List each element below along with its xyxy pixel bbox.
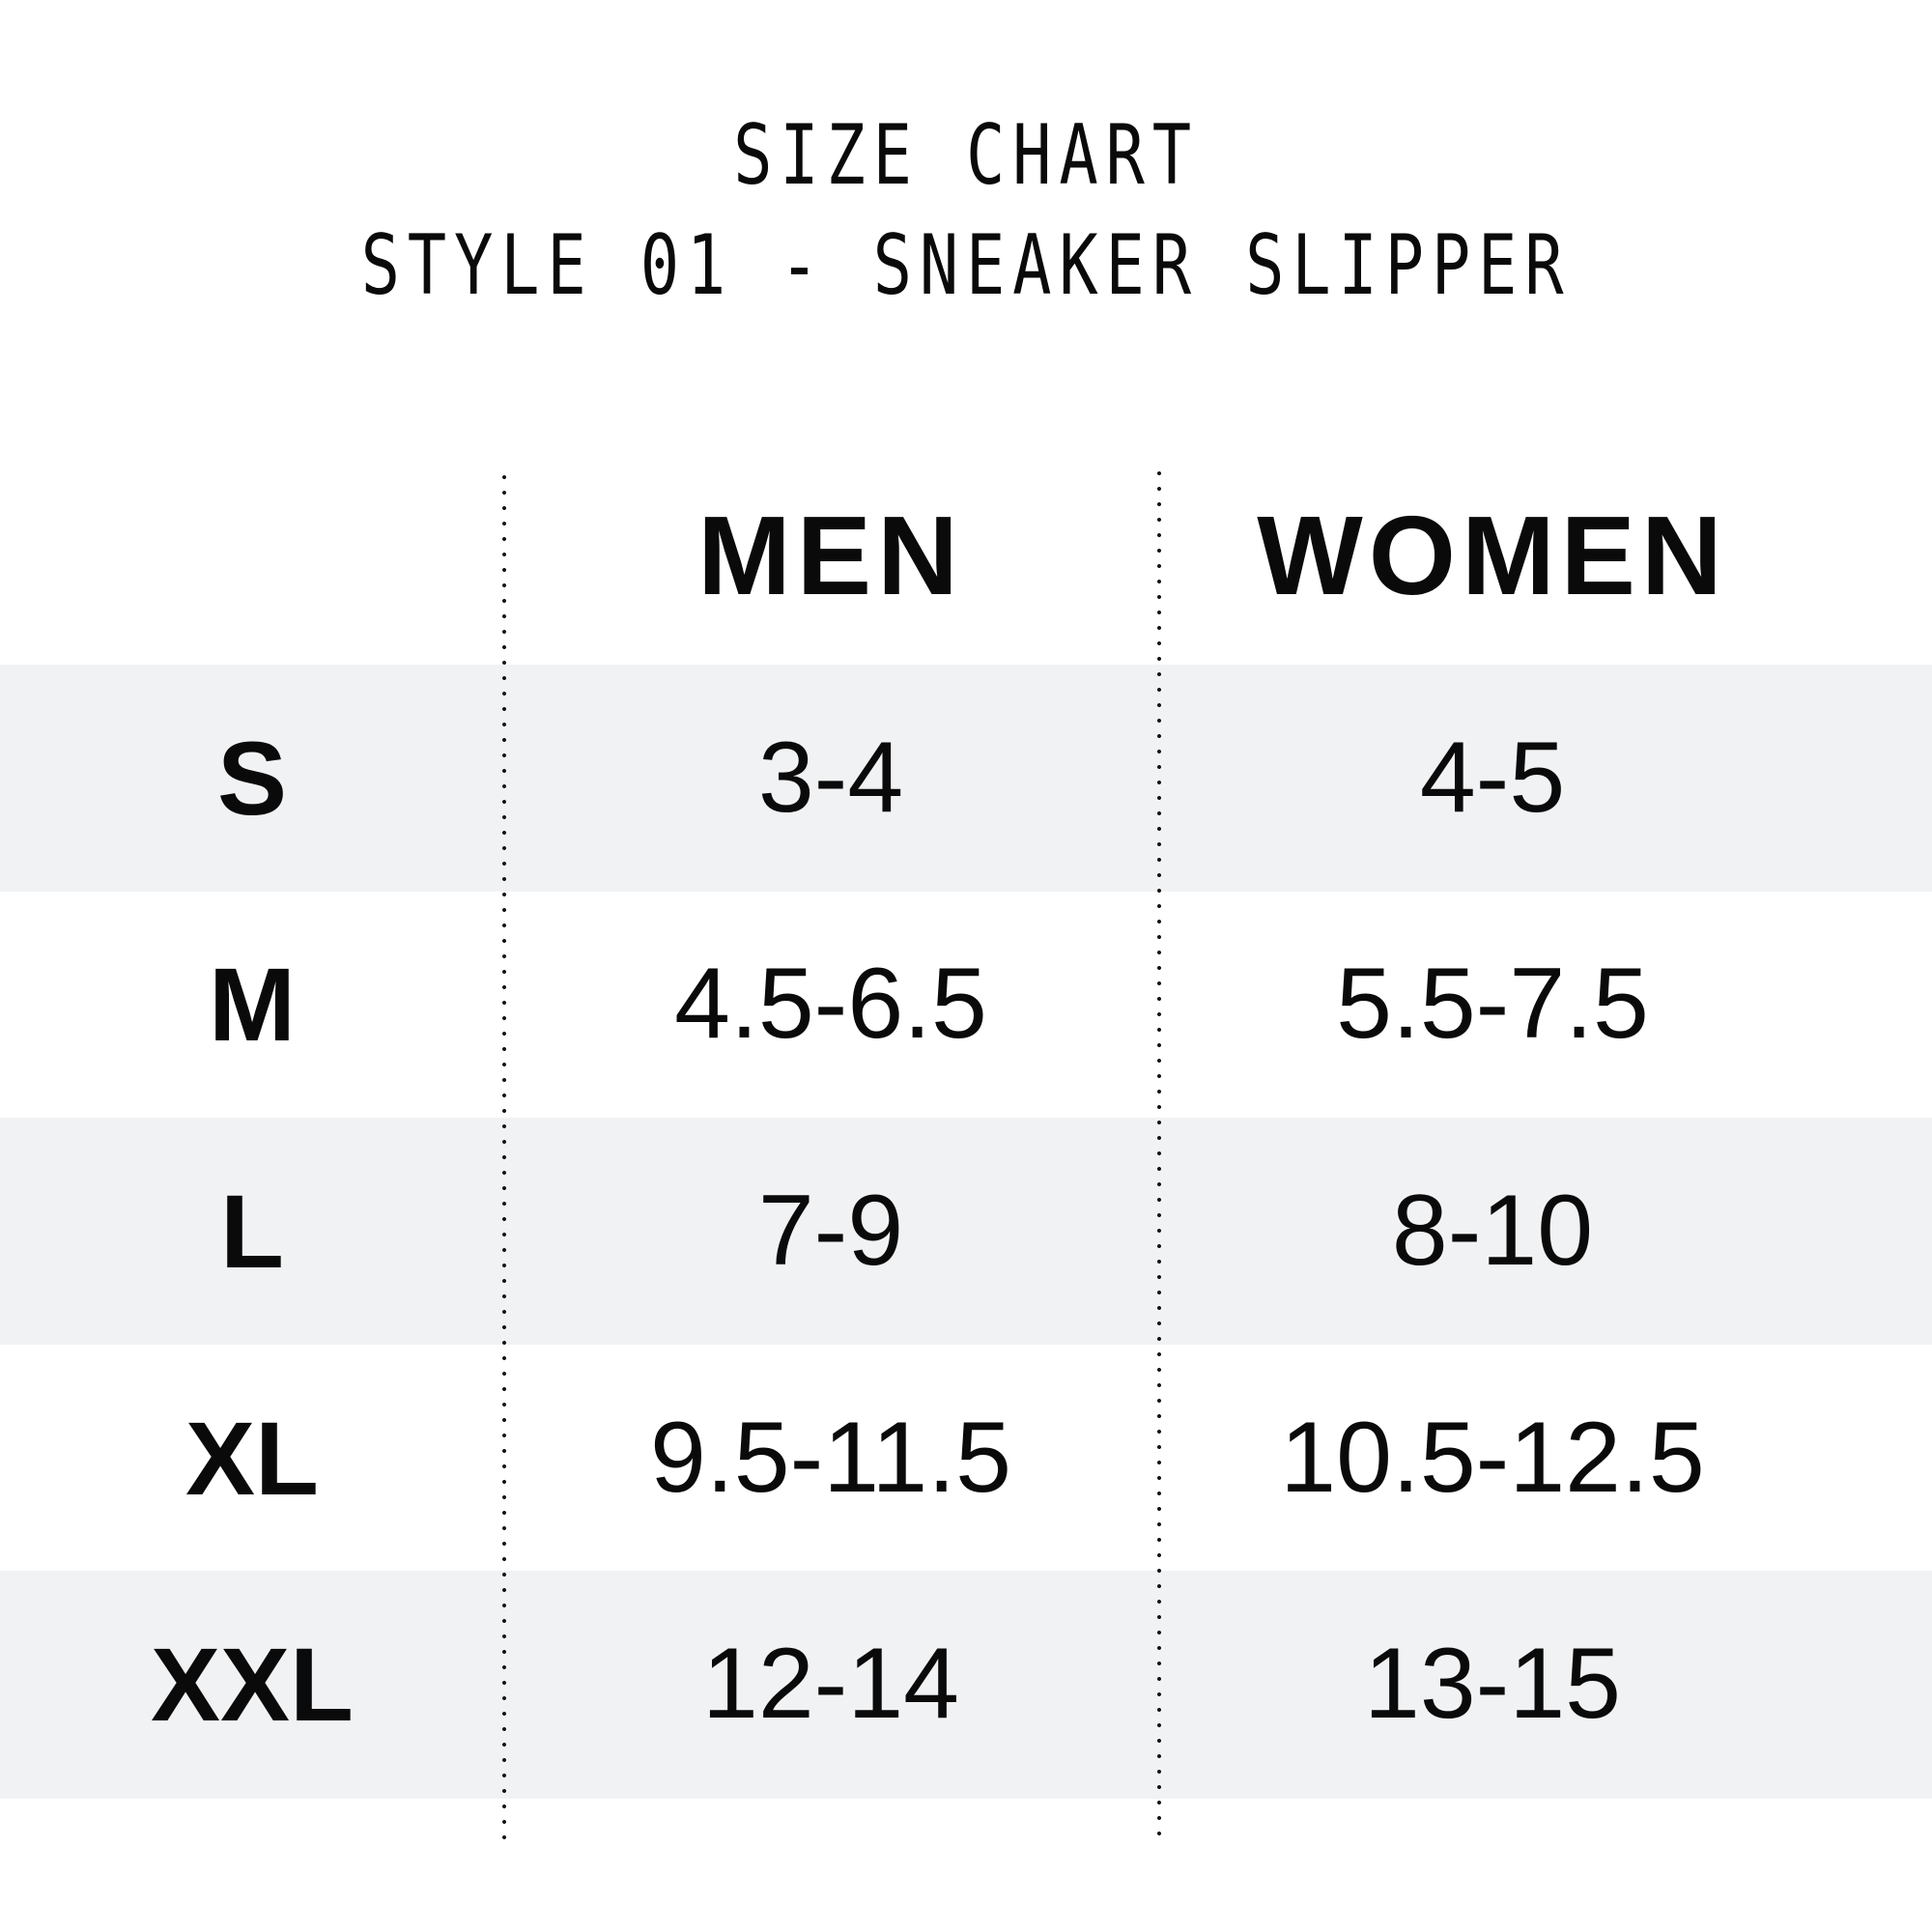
women-size-value: 8-10	[1391, 1175, 1594, 1287]
chart-subtitle: STYLE 01 - SNEAKER SLIPPER	[360, 217, 1572, 314]
women-size-value: 10.5-12.5	[1280, 1402, 1705, 1514]
men-size-value: 9.5-11.5	[650, 1402, 1011, 1514]
size-label: L	[220, 1173, 284, 1290]
chart-title: SIZE CHART	[733, 107, 1199, 204]
column-divider	[502, 469, 506, 1851]
men-size-value: 12-14	[702, 1628, 959, 1740]
size-label: M	[209, 946, 296, 1063]
women-size-value: 4-5	[1419, 722, 1566, 834]
women-size-value: 13-15	[1364, 1628, 1621, 1740]
size-label: XL	[185, 1400, 319, 1517]
men-size-value: 3-4	[757, 722, 904, 834]
women-size-value: 5.5-7.5	[1336, 948, 1649, 1060]
men-size-value: 7-9	[757, 1175, 904, 1287]
row-band-xxl	[0, 1571, 1932, 1799]
row-band-s	[0, 665, 1932, 892]
size-label: S	[216, 720, 288, 837]
header-men: MEN	[697, 493, 964, 618]
header-women: WOMEN	[1257, 493, 1728, 618]
men-size-value: 4.5-6.5	[674, 948, 987, 1060]
size-label: XXL	[150, 1626, 355, 1743]
row-band-l	[0, 1118, 1932, 1345]
column-divider	[1157, 466, 1161, 1847]
